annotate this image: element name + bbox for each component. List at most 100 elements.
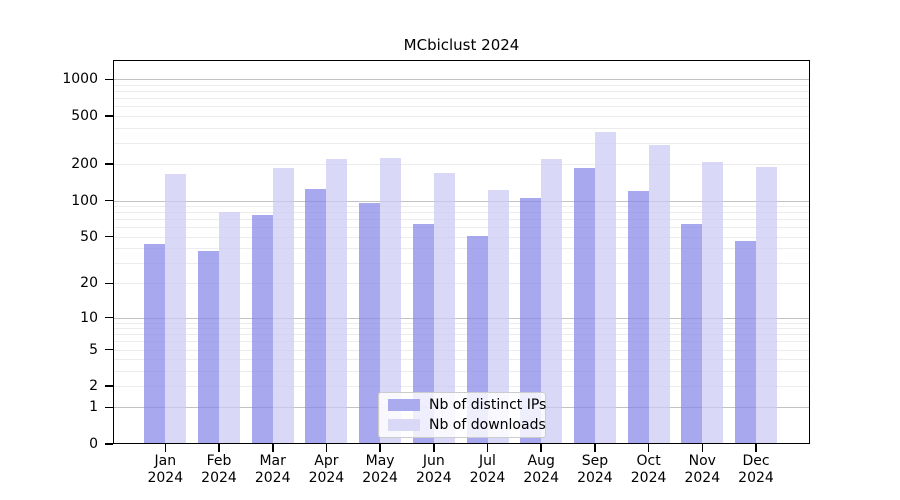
legend-item-distinct-ips: Nb of distinct IPs [388,397,546,413]
x-tick-label: Jul 2024 [469,453,506,486]
y-axis-tick [105,443,113,445]
x-tick-label: Apr 2024 [308,453,345,486]
minor-gridline [113,98,810,100]
bar-downloads-jul [487,190,509,444]
legend-label-downloads: Nb of downloads [429,417,546,433]
minor-gridline [113,370,810,372]
x-axis-tick [540,444,543,452]
y-tick-label: 0 [89,436,98,452]
bar-distinct-ips-jul [466,235,488,444]
y-tick-label: 200 [71,156,98,173]
x-axis-tick [647,444,650,452]
x-axis-tick [271,444,274,452]
y-tick-label: 500 [71,108,98,124]
bar-distinct-ips-dec [735,240,756,444]
legend-item-downloads: Nb of downloads [388,417,546,433]
minor-gridline [113,359,810,361]
bar-distinct-ips-nov [681,223,703,444]
minor-gridline [113,236,810,238]
minor-gridline [113,127,810,129]
minor-gridline [113,262,810,264]
major-gridline [113,200,810,202]
minor-gridline [113,334,810,336]
minor-gridline [113,349,810,351]
y-tick-label: 5 [89,341,98,358]
bar-downloads-nov [702,161,724,444]
minor-gridline [113,91,810,93]
bar-downloads-feb [219,212,240,444]
bar-distinct-ips-apr [305,189,327,444]
bar-distinct-ips-mar [251,214,273,444]
y-axis-tick [105,78,113,81]
x-tick-label: Mar 2024 [254,453,291,486]
distinct-ips-swatch-icon [388,399,420,411]
y-axis-tick [105,235,113,238]
bar-downloads-jun [433,172,455,444]
y-axis-tick [105,163,113,166]
minor-gridline [113,328,810,330]
x-axis-tick [594,444,596,452]
y-tick-label: 2 [89,378,98,394]
x-axis-tick [379,444,381,452]
x-axis-tick [164,444,167,452]
x-tick-label: Sep 2024 [577,453,613,486]
x-tick-label: Dec 2024 [738,453,774,486]
x-axis-tick [218,444,220,452]
minor-gridline [113,106,810,108]
legend: Nb of distinct IPs Nb of downloads [378,392,546,438]
y-tick-label: 100 [71,192,98,209]
downloads-swatch-icon [388,419,420,431]
y-tick-label: 10 [80,309,98,326]
minor-gridline [113,85,810,86]
bar-distinct-ips-sep [573,168,595,444]
bar-downloads-mar [272,168,294,444]
x-tick-label: Nov 2024 [684,453,721,486]
y-axis-tick [105,385,113,387]
bar-distinct-ips-oct [627,191,649,444]
y-axis-tick [105,406,113,409]
x-axis-tick [701,444,704,452]
y-tick-label: 1000 [62,71,98,88]
major-gridline [113,79,810,81]
x-tick-label: Jan 2024 [147,453,184,486]
minor-gridline [113,341,810,343]
y-axis-tick [105,348,113,351]
major-gridline [113,317,810,319]
bar-downloads-oct [648,144,670,444]
minor-gridline [113,386,810,387]
minor-gridline [113,142,810,144]
x-tick-label: Oct 2024 [630,453,667,486]
x-tick-label: Jun 2024 [415,453,452,486]
bar-distinct-ips-jun [412,223,434,444]
legend-label-distinct-ips: Nb of distinct IPs [429,397,547,413]
bar-downloads-apr [326,159,348,444]
y-tick-label: 1 [89,399,98,416]
bar-downloads-aug [541,159,563,444]
minor-gridline [113,227,810,229]
minor-gridline [113,283,810,285]
y-axis-tick [105,316,113,319]
x-axis-tick [486,444,489,452]
minor-gridline [113,206,810,207]
y-tick-label: 20 [80,275,98,292]
bar-distinct-ips-jan [144,244,166,444]
y-axis-tick [105,115,113,117]
y-tick-label: 50 [80,228,98,245]
x-tick-label: Aug 2024 [523,453,559,486]
minor-gridline [113,116,810,117]
bar-distinct-ips-may [359,202,381,444]
x-axis-tick [325,444,328,452]
minor-gridline [113,248,810,249]
x-axis-tick [755,444,757,452]
chart-title: MCbiclust 2024 [403,36,520,54]
minor-gridline [113,322,810,324]
x-axis-tick [433,444,435,452]
plot-area [113,60,810,444]
minor-gridline [113,219,810,221]
bar-downloads-jan [165,174,187,444]
y-axis-tick [105,282,113,285]
bar-downloads-sep [594,131,616,444]
x-tick-label: Feb 2024 [201,453,237,486]
bar-distinct-ips-feb [198,250,219,444]
